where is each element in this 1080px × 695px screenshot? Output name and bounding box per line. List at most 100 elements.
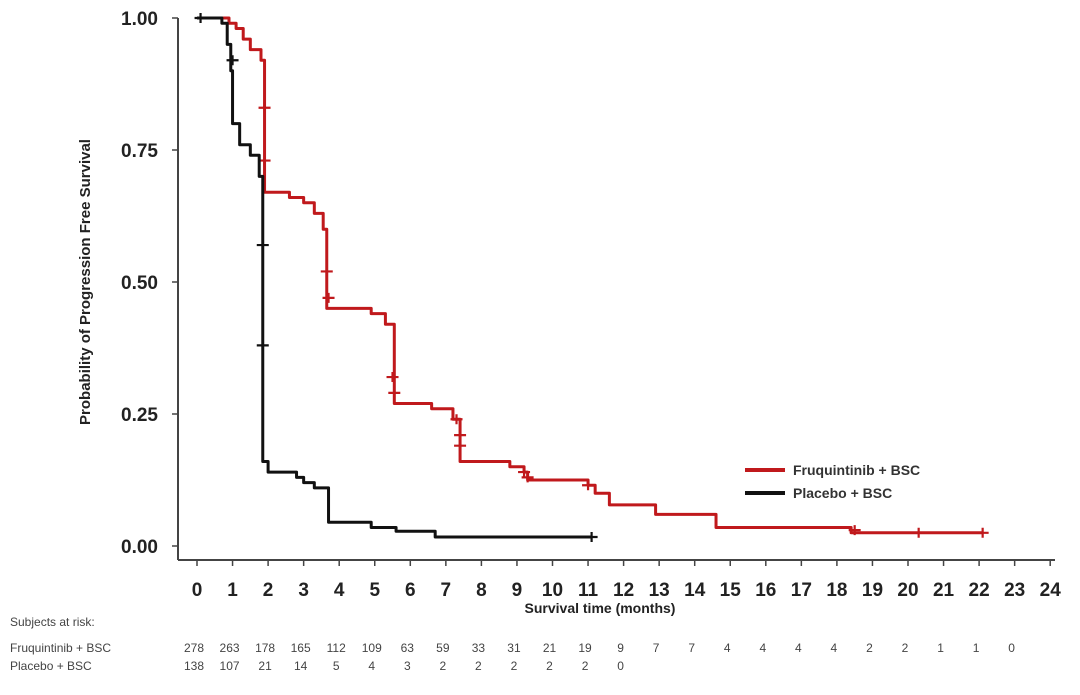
y-tick-label: 0.00 xyxy=(121,537,158,558)
at-risk-value: 4 xyxy=(759,641,766,655)
at-risk-value: 178 xyxy=(255,641,275,655)
censor-mark xyxy=(848,525,861,536)
at-risk-value: 31 xyxy=(507,641,521,655)
at-risk-value: 138 xyxy=(184,659,204,673)
at-risk-value: 112 xyxy=(327,641,346,655)
at-risk-value: 2 xyxy=(511,659,518,673)
censor-mark xyxy=(454,430,467,441)
x-tick-label: 22 xyxy=(969,580,990,601)
at-risk-value: 7 xyxy=(688,641,695,655)
at-risk-value: 107 xyxy=(220,659,240,673)
y-tick-label: 1.00 xyxy=(121,9,158,30)
censor-mark xyxy=(386,372,399,383)
x-tick-label: 1 xyxy=(227,580,238,601)
x-tick-label: 24 xyxy=(1040,580,1062,601)
censor-mark xyxy=(518,467,531,478)
at-risk-value: 4 xyxy=(795,641,802,655)
at-risk-value: 7 xyxy=(653,641,660,655)
at-risk-value: 9 xyxy=(617,641,624,655)
at-risk-value: 1 xyxy=(937,641,944,655)
at-risk-value: 0 xyxy=(1008,641,1015,655)
at-risk-value: 2 xyxy=(546,659,553,673)
x-tick-label: 2 xyxy=(263,580,274,601)
x-tick-label: 5 xyxy=(369,580,380,601)
censor-mark xyxy=(258,102,271,113)
x-tick-label: 4 xyxy=(334,580,345,601)
x-tick-label: 11 xyxy=(578,580,599,601)
censor-mark xyxy=(585,532,598,543)
at-risk-value: 59 xyxy=(436,641,450,655)
x-tick-label: 13 xyxy=(649,580,670,601)
at-risk-value: 4 xyxy=(831,641,838,655)
at-risk-heading: Subjects at risk: xyxy=(10,615,95,629)
x-tick-label: 17 xyxy=(791,580,812,601)
x-tick-label: 8 xyxy=(476,580,487,601)
legend-label-fruquintinib: Fruquintinib + BSC xyxy=(793,462,920,478)
at-risk-value: 109 xyxy=(362,641,382,655)
at-risk-value: 4 xyxy=(724,641,731,655)
km-curve-fruquintinib xyxy=(197,16,983,535)
x-tick-label: 20 xyxy=(897,580,918,601)
x-axis-label: Survival time (months) xyxy=(525,600,676,616)
censor-mark xyxy=(388,387,401,398)
at-risk-row-label-placebo: Placebo + BSC xyxy=(10,659,92,673)
censor-mark xyxy=(582,480,595,491)
x-tick-label: 12 xyxy=(613,580,634,601)
x-tick-label: 19 xyxy=(862,580,883,601)
censor-mark xyxy=(320,266,333,277)
at-risk-value: 2 xyxy=(475,659,482,673)
at-risk-value: 278 xyxy=(184,641,204,655)
at-risk-value: 21 xyxy=(543,641,557,655)
x-tick-label: 15 xyxy=(720,580,742,601)
at-risk-value: 3 xyxy=(404,659,411,673)
at-risk-value: 263 xyxy=(220,641,240,655)
censor-mark xyxy=(256,340,269,351)
censor-mark xyxy=(322,292,335,303)
y-tick-label: 0.25 xyxy=(121,405,158,426)
at-risk-table: Subjects at risk: Fruquintinib + BSC Pla… xyxy=(10,615,1015,673)
km-curve-placebo xyxy=(197,16,592,539)
at-risk-row-label-fruquintinib: Fruquintinib + BSC xyxy=(10,641,111,655)
at-risk-value: 21 xyxy=(258,659,272,673)
at-risk-value: 2 xyxy=(902,641,909,655)
x-tick-label: 0 xyxy=(192,580,203,601)
censor-mark xyxy=(226,55,239,66)
at-risk-value: 5 xyxy=(333,659,340,673)
at-risk-value: 2 xyxy=(582,659,589,673)
at-risk-value: 4 xyxy=(368,659,375,673)
at-risk-value: 165 xyxy=(291,641,311,655)
censor-mark xyxy=(194,13,207,23)
x-tick-label: 21 xyxy=(933,580,955,601)
at-risk-value: 1 xyxy=(973,641,980,655)
x-tick-label: 10 xyxy=(542,580,563,601)
y-tick-label: 0.50 xyxy=(121,273,158,294)
censor-mark xyxy=(256,240,269,251)
x-tick-label: 18 xyxy=(826,580,847,601)
x-tick-label: 23 xyxy=(1004,580,1025,601)
censor-mark xyxy=(521,472,534,483)
at-risk-value: 2 xyxy=(866,641,873,655)
x-tick-label: 16 xyxy=(755,580,776,601)
censor-mark xyxy=(976,527,989,538)
x-tick-label: 14 xyxy=(684,580,706,601)
at-risk-value: 63 xyxy=(401,641,415,655)
y-tick-label: 0.75 xyxy=(121,141,158,162)
censor-mark xyxy=(454,440,467,451)
axes: 0.000.250.500.751.000 1 2 3 4 5 6 7 8 9 10 11 12 13 14… xyxy=(121,9,1061,601)
at-risk-value: 0 xyxy=(617,659,624,673)
censor-mark xyxy=(912,527,925,538)
legend-label-placebo: Placebo + BSC xyxy=(793,485,892,501)
at-risk-value: 2 xyxy=(440,659,447,673)
x-tick-label: 9 xyxy=(512,580,523,601)
series-group xyxy=(194,13,989,543)
x-tick-label: 3 xyxy=(298,580,309,601)
at-risk-value: 14 xyxy=(294,659,308,673)
censor-mark xyxy=(450,414,463,425)
legend: Fruquintinib + BSC Placebo + BSC xyxy=(745,462,920,501)
at-risk-value: 33 xyxy=(472,641,486,655)
x-tick-label: 7 xyxy=(441,580,452,601)
x-tick-label: 6 xyxy=(405,580,416,601)
y-axis-label: Probability of Progression Free Survival xyxy=(77,139,94,425)
at-risk-value: 19 xyxy=(578,641,592,655)
